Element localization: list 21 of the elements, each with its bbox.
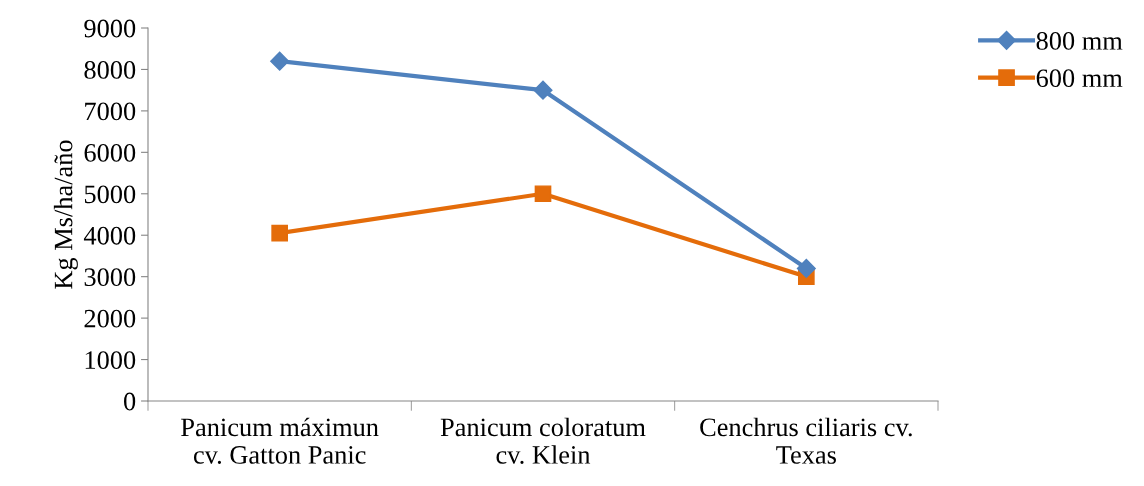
- point: [533, 80, 553, 100]
- y-tick-label: 7000: [85, 102, 136, 121]
- point: [270, 51, 290, 71]
- legend-label: 600 mm: [1036, 69, 1123, 88]
- x-tick-label: Panicum máximun cv. Gatton Panic: [181, 417, 379, 464]
- x-tick-label: Cenchrus ciliaris cv. Texas: [700, 417, 912, 464]
- x-tick-label: Panicum coloratum cv. Klein: [440, 417, 646, 464]
- y-axis-title: Kg Ms/ha/año: [53, 140, 78, 289]
- y-tick-label: 2000: [84, 309, 136, 328]
- y-tick-label: 8000: [84, 61, 136, 79]
- point: [271, 224, 289, 242]
- y-tick-label: 6000: [84, 143, 136, 162]
- point: [796, 258, 816, 278]
- y-tick-label: 3000: [84, 268, 136, 287]
- legend-label: 800 mm: [1036, 32, 1123, 50]
- point: [534, 185, 552, 203]
- y-tick-label: 5000: [84, 185, 136, 204]
- y-tick-label: 1000: [85, 351, 136, 369]
- y-tick-label: 4000: [83, 226, 136, 245]
- y-tick-label: 9000: [84, 19, 136, 38]
- y-tick-label: 0: [124, 392, 136, 411]
